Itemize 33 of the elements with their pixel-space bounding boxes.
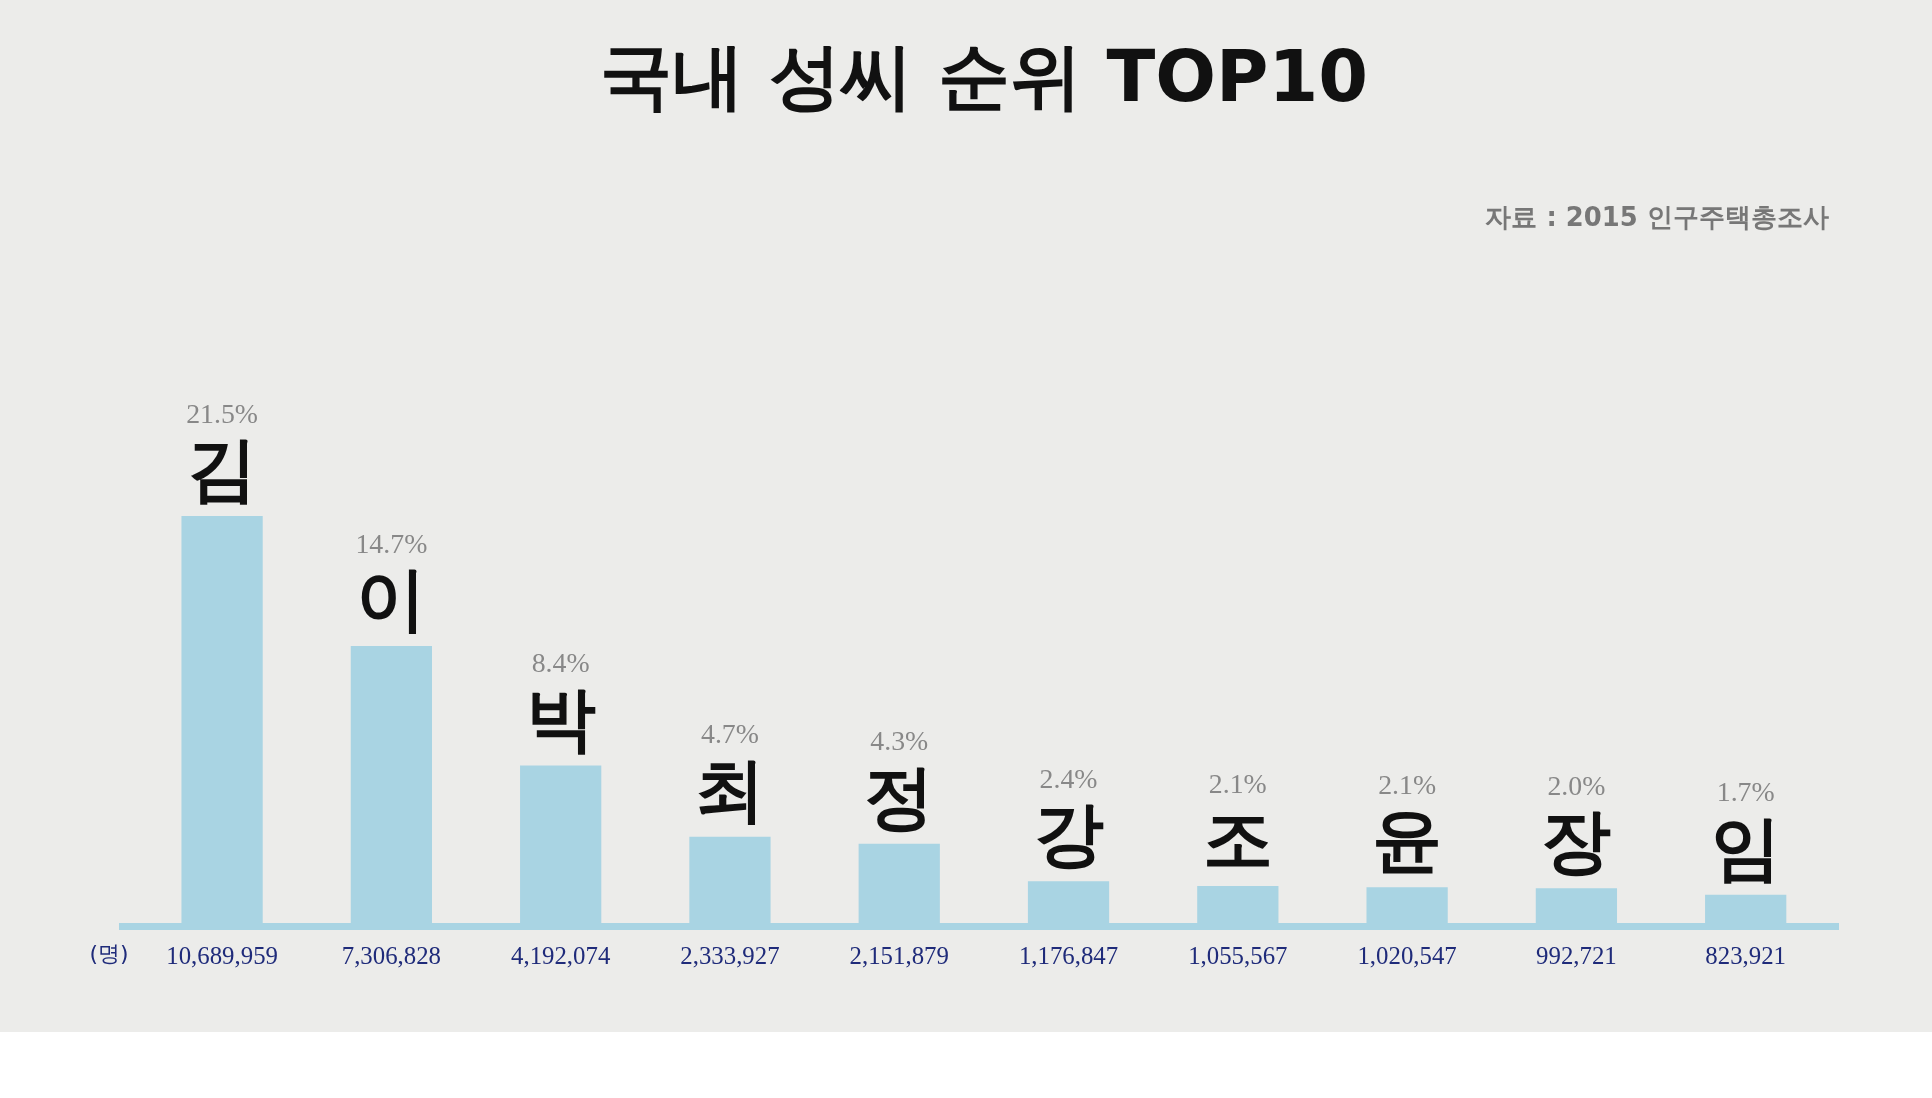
data-label: 2,333,927: [680, 942, 780, 970]
y-axis-title: (명): [89, 941, 129, 967]
data-label: 2,151,879: [849, 942, 949, 970]
x-tick-label: 임: [1710, 806, 1781, 888]
data-label: 823,921: [1705, 942, 1787, 970]
data-label: 7,306,828: [341, 942, 442, 970]
x-tick-label: 김: [187, 428, 258, 510]
x-tick-label: 조: [1202, 798, 1273, 880]
data-label: 1,055,567: [1188, 942, 1288, 970]
x-tick-label: 정: [864, 755, 935, 837]
annotation: 2.1%: [1378, 768, 1437, 800]
annotation: 14.7%: [355, 527, 428, 559]
x-tick-label: 최: [694, 749, 765, 830]
x-tick-label: 윤: [1372, 799, 1443, 881]
chart-title: 국내 성씨 순위 TOP10: [599, 34, 1369, 118]
text: 21.5%: [186, 397, 259, 429]
x-tick-label: 강: [1033, 793, 1104, 875]
annotation: 2.1%: [1208, 767, 1267, 799]
data-label: 1,176,847: [1018, 942, 1119, 970]
x-tick-label: 박: [525, 677, 596, 759]
annotation: 2.4%: [1039, 762, 1098, 794]
text: 자료 : 2015 인구주택총조사: [1485, 201, 1829, 232]
data-label: 10,689,959: [166, 942, 278, 970]
x-tick-label: 이: [356, 558, 427, 640]
x-tick-label: 장: [1541, 800, 1612, 882]
annotation: 4.7%: [700, 718, 759, 750]
annotation: 8.4%: [531, 647, 590, 679]
data-label: 1,020,547: [1357, 942, 1457, 970]
annotation: 2.0%: [1547, 769, 1606, 801]
annotation: 4.3%: [870, 725, 929, 757]
annotation: 1.7%: [1716, 776, 1775, 808]
data-label: 992,721: [1536, 942, 1617, 970]
data-label: 4,192,074: [511, 942, 611, 970]
